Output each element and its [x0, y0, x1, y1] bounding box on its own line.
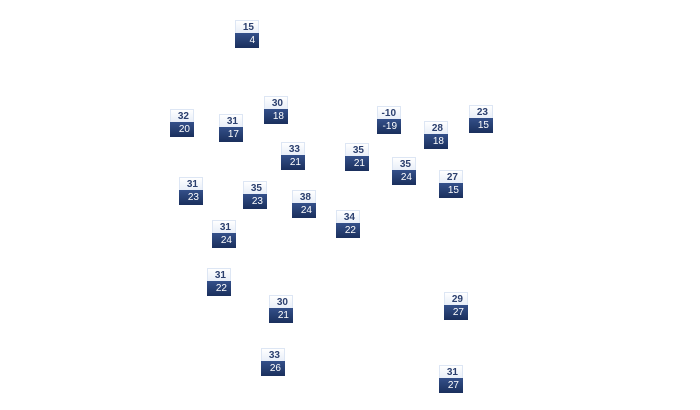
low-temperature: 24 — [212, 233, 236, 248]
temperature-marker[interactable]: 31 23 — [179, 177, 203, 205]
temperature-marker[interactable]: 32 20 — [170, 109, 194, 137]
high-temperature: 31 — [212, 220, 236, 233]
low-temperature: 27 — [444, 305, 468, 320]
low-temperature: 21 — [345, 156, 369, 171]
temperature-marker[interactable]: -10 -19 — [377, 106, 401, 134]
temperature-marker[interactable]: 30 21 — [269, 295, 293, 323]
high-temperature: 29 — [444, 292, 468, 305]
temperature-marker[interactable]: 31 17 — [219, 114, 243, 142]
temperature-marker[interactable]: 31 24 — [212, 220, 236, 248]
low-temperature: 21 — [269, 308, 293, 323]
temperature-marker[interactable]: 35 21 — [345, 143, 369, 171]
temperature-marker[interactable]: 38 24 — [292, 190, 316, 218]
low-temperature: 15 — [439, 183, 463, 198]
high-temperature: 30 — [264, 96, 288, 109]
temperature-marker[interactable]: 15 4 — [235, 20, 259, 48]
low-temperature: 24 — [392, 170, 416, 185]
temperature-marker[interactable]: 34 22 — [336, 210, 360, 238]
low-temperature: 20 — [170, 122, 194, 137]
high-temperature: 15 — [235, 20, 259, 33]
temperature-marker[interactable]: 35 23 — [243, 181, 267, 209]
high-temperature: 35 — [243, 181, 267, 194]
high-temperature: 32 — [170, 109, 194, 122]
low-temperature: 23 — [243, 194, 267, 209]
temperature-marker[interactable]: 27 15 — [439, 170, 463, 198]
high-temperature: 30 — [269, 295, 293, 308]
low-temperature: 26 — [261, 361, 285, 376]
low-temperature: 23 — [179, 190, 203, 205]
high-temperature: 34 — [336, 210, 360, 223]
high-temperature: 35 — [392, 157, 416, 170]
high-temperature: 31 — [207, 268, 231, 281]
temperature-marker[interactable]: 35 24 — [392, 157, 416, 185]
temperature-marker[interactable]: 33 21 — [281, 142, 305, 170]
low-temperature: 27 — [439, 378, 463, 393]
high-temperature: 23 — [469, 105, 493, 118]
low-temperature: 17 — [219, 127, 243, 142]
low-temperature: 18 — [424, 134, 448, 149]
low-temperature: 22 — [336, 223, 360, 238]
low-temperature: -19 — [377, 119, 401, 134]
low-temperature: 4 — [235, 33, 259, 48]
temperature-marker[interactable]: 29 27 — [444, 292, 468, 320]
temperature-marker[interactable]: 23 15 — [469, 105, 493, 133]
high-temperature: 33 — [261, 348, 285, 361]
temperature-marker[interactable]: 33 26 — [261, 348, 285, 376]
high-temperature: 38 — [292, 190, 316, 203]
high-temperature: 31 — [179, 177, 203, 190]
temperature-marker[interactable]: 28 18 — [424, 121, 448, 149]
temperature-marker[interactable]: 31 22 — [207, 268, 231, 296]
low-temperature: 15 — [469, 118, 493, 133]
low-temperature: 22 — [207, 281, 231, 296]
high-temperature: -10 — [377, 106, 401, 119]
low-temperature: 21 — [281, 155, 305, 170]
high-temperature: 31 — [219, 114, 243, 127]
low-temperature: 24 — [292, 203, 316, 218]
high-temperature: 33 — [281, 142, 305, 155]
high-temperature: 27 — [439, 170, 463, 183]
temperature-marker[interactable]: 30 18 — [264, 96, 288, 124]
temperature-marker[interactable]: 31 27 — [439, 365, 463, 393]
high-temperature: 28 — [424, 121, 448, 134]
high-temperature: 35 — [345, 143, 369, 156]
high-temperature: 31 — [439, 365, 463, 378]
low-temperature: 18 — [264, 109, 288, 124]
